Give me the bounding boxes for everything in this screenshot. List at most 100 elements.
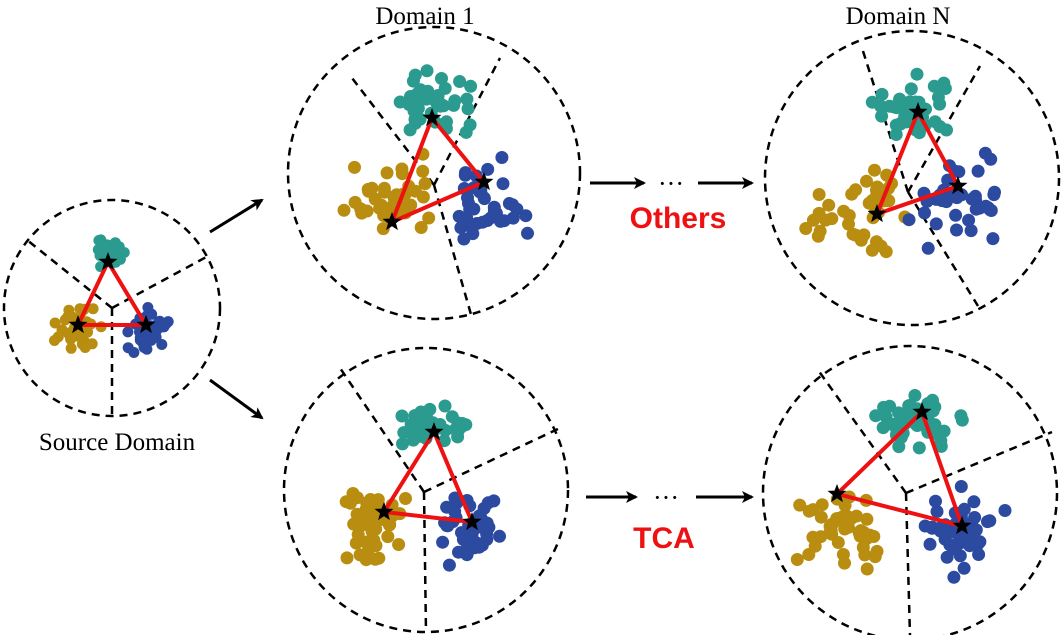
blue-point: [950, 223, 963, 237]
blue-point: [921, 241, 935, 255]
blue-point: [487, 200, 501, 214]
teal-point: [937, 424, 951, 438]
teal-point: [407, 98, 421, 112]
blue-point: [470, 217, 484, 230]
teal-point: [406, 74, 420, 88]
class-centroid-triangle: [380, 427, 476, 525]
blue-point: [462, 544, 475, 558]
decision-boundary: [905, 430, 1053, 495]
decision-boundary: [26, 239, 113, 309]
star-icon: [912, 402, 932, 421]
gold-point: [371, 493, 385, 507]
teal-point: [405, 420, 419, 434]
domain-n-label: Domain N: [846, 3, 951, 30]
domain-boundary: [763, 29, 1061, 327]
blue-point: [902, 213, 916, 227]
blue-point: [950, 191, 964, 205]
gold-point: [802, 504, 816, 518]
blue-point: [436, 535, 450, 549]
blue-point: [965, 192, 979, 206]
gold-point: [845, 187, 859, 201]
teal-point: [954, 409, 968, 423]
gold-point: [846, 227, 860, 241]
gold-point: [404, 198, 418, 212]
teal-point: [403, 123, 417, 137]
blue-point: [495, 151, 509, 164]
blue-point: [472, 540, 486, 554]
teal-point: [889, 128, 903, 141]
teal-point: [928, 400, 942, 414]
blue-point: [986, 232, 1000, 246]
gold-point: [836, 548, 850, 561]
teal-point: [892, 406, 906, 420]
blue-point: [981, 515, 994, 529]
gold-point: [868, 163, 881, 177]
gold-point: [392, 538, 406, 551]
blue-point: [983, 203, 997, 217]
star-icon: [827, 484, 847, 503]
teal-point: [459, 125, 473, 139]
teal-point: [886, 100, 900, 114]
domain-n-others-panel: [763, 29, 1061, 327]
gold-point: [340, 551, 354, 565]
domain-boundary: [286, 25, 582, 321]
class-centroid-triangle: [873, 107, 961, 218]
teal-point: [447, 98, 461, 112]
gold-point: [799, 222, 813, 235]
teal-point: [418, 87, 431, 101]
blue-point: [493, 529, 506, 543]
domain-boundary: [282, 346, 570, 634]
blue-point: [929, 217, 943, 231]
blue-point: [158, 321, 170, 333]
gold-point: [353, 548, 367, 562]
blue-point: [930, 505, 944, 518]
blue-point: [122, 326, 134, 338]
gold-point: [857, 228, 871, 242]
gold-point: [811, 229, 825, 243]
teal-point: [433, 418, 447, 431]
teal-point: [408, 113, 422, 126]
gold-point: [793, 498, 807, 512]
gold-point: [355, 518, 369, 532]
teal-point: [420, 64, 434, 78]
star-icon: [462, 512, 482, 531]
blue-point: [461, 191, 474, 205]
teal-point: [940, 123, 953, 137]
gold-point: [360, 204, 374, 218]
star-icon: [68, 315, 88, 334]
gold-point: [395, 167, 409, 181]
gold-point: [362, 184, 376, 198]
star-icon: [867, 204, 887, 223]
star-icon: [948, 176, 968, 195]
teal-point: [423, 402, 437, 416]
teal-point: [435, 72, 448, 85]
teal-point: [464, 79, 478, 93]
arrow-icon: [209, 378, 264, 420]
gold-point: [837, 204, 851, 218]
decision-boundary: [432, 184, 474, 319]
teal-point: [869, 409, 883, 423]
blue-point: [949, 208, 963, 222]
gold-point: [850, 509, 863, 523]
gold-point: [870, 544, 884, 558]
blue-point: [477, 192, 491, 206]
gold-point: [867, 530, 881, 543]
gold-point: [76, 328, 88, 340]
blue-point: [940, 550, 954, 564]
gold-point: [862, 196, 876, 210]
teal-point: [933, 97, 947, 111]
star-icon: [908, 102, 928, 121]
teal-point: [460, 92, 474, 106]
blue-point: [454, 221, 468, 235]
star-icon: [374, 502, 394, 521]
gold-point: [376, 222, 390, 236]
decision-boundary: [338, 367, 426, 493]
gold-point: [812, 188, 826, 201]
decision-boundary: [906, 191, 980, 307]
gold-point: [367, 533, 381, 547]
gold-point: [348, 160, 361, 174]
blue-point: [472, 520, 486, 534]
teal-point: [910, 67, 924, 81]
gold-point: [860, 562, 874, 576]
blue-point: [519, 209, 533, 223]
